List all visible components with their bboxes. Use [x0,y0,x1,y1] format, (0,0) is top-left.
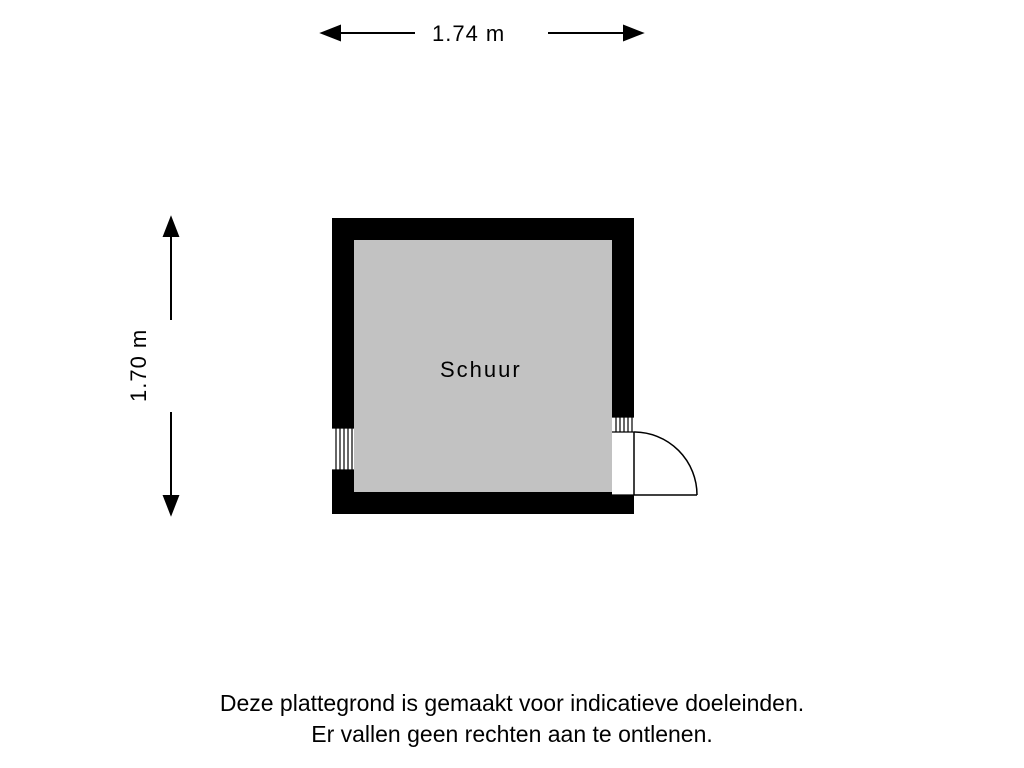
floorplan-canvas: 1.74 m 1.70 m [0,0,1024,768]
dimension-width-label: 1.74 m [432,21,505,47]
dimension-height-label: 1.70 m [126,329,152,402]
floorplan-room [320,206,720,566]
room-name-label: Schuur [440,357,522,383]
disclaimer-line2: Er vallen geen rechten aan te ontlenen. [311,721,713,747]
disclaimer-text: Deze plattegrond is gemaakt voor indicat… [0,688,1024,750]
disclaimer-line1: Deze plattegrond is gemaakt voor indicat… [220,690,804,716]
